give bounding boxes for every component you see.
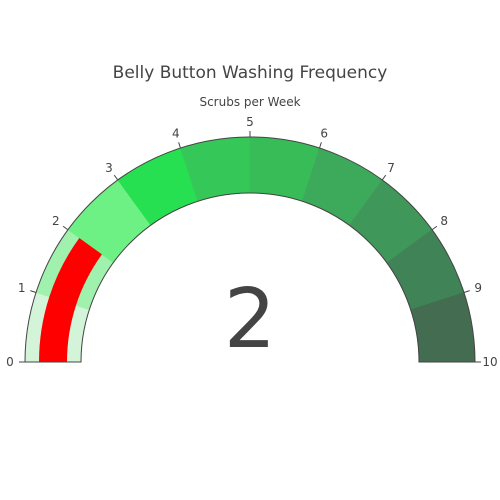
gauge-tick-label-3: 3: [105, 161, 113, 175]
gauge-tick-label-5: 5: [246, 115, 254, 129]
gauge-tick-label-1: 1: [18, 281, 26, 295]
gauge-tick-1: [30, 291, 36, 293]
gauge-tick-label-9: 9: [474, 281, 482, 295]
gauge-tick-label-0: 0: [6, 355, 14, 369]
gauge-tick-label-10: 10: [482, 355, 497, 369]
gauge-tick-label-6: 6: [320, 127, 328, 141]
gauge-tick-3: [114, 175, 118, 180]
gauge-tick-label-7: 7: [387, 161, 395, 175]
gauge-tick-label-8: 8: [440, 214, 448, 228]
gauge-tick-7: [382, 175, 386, 180]
gauge-tick-label-2: 2: [52, 214, 60, 228]
gauge-tick-8: [432, 226, 437, 230]
gauge-tick-2: [63, 226, 68, 230]
gauge-tick-label-4: 4: [172, 127, 180, 141]
gauge-tick-4: [179, 142, 181, 148]
gauge-tick-9: [464, 291, 470, 293]
gauge-value-number: 2: [224, 272, 276, 367]
gauge-tick-6: [320, 142, 322, 148]
